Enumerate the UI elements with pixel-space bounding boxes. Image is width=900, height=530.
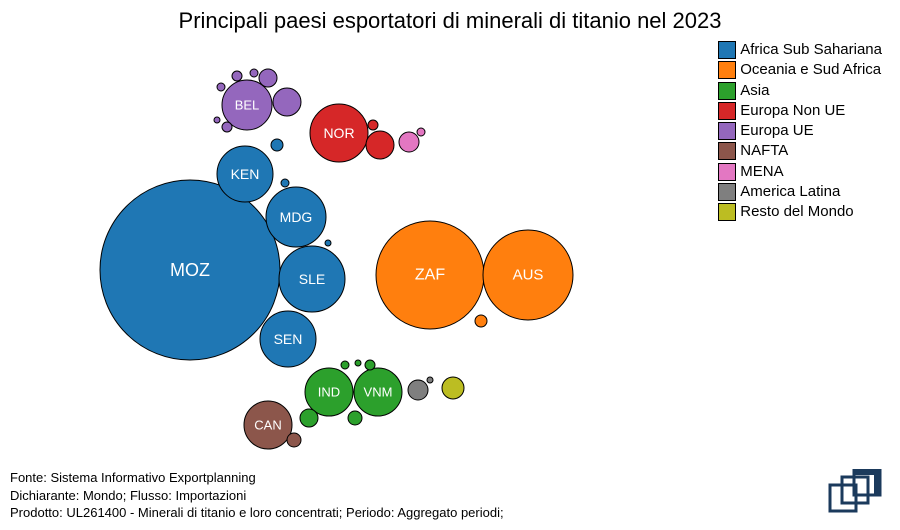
bubble-label-NOR: NOR xyxy=(323,125,354,141)
bubble-as_s4 xyxy=(341,361,349,369)
bubble-label-MOZ: MOZ xyxy=(170,260,210,280)
legend-swatch xyxy=(718,41,736,59)
legend-label: MENA xyxy=(740,162,783,182)
legend-label: Resto del Mondo xyxy=(740,202,853,222)
legend-item: Resto del Mondo xyxy=(718,202,882,222)
legend-swatch xyxy=(718,61,736,79)
bubble-label-VNM: VNM xyxy=(364,385,393,400)
legend-swatch xyxy=(718,183,736,201)
legend-swatch xyxy=(718,163,736,181)
bubble-label-MDG: MDG xyxy=(280,209,313,225)
footer-line-2: Dichiarante: Mondo; Flusso: Importazioni xyxy=(10,487,504,505)
legend-label: America Latina xyxy=(740,182,840,202)
bubble-label-SEN: SEN xyxy=(274,331,303,347)
legend-swatch xyxy=(718,82,736,100)
legend-label: Asia xyxy=(740,81,769,101)
legend: Africa Sub SaharianaOceania e Sud Africa… xyxy=(718,40,882,222)
bubble-me_s2 xyxy=(417,128,425,136)
legend-item: Oceania e Sud Africa xyxy=(718,60,882,80)
bubble-af_s2 xyxy=(281,179,289,187)
bubble-as_s2 xyxy=(348,411,362,425)
bubble-eu_s1 xyxy=(273,88,301,116)
legend-label: Oceania e Sud Africa xyxy=(740,60,881,80)
legend-swatch xyxy=(718,203,736,221)
legend-item: Asia xyxy=(718,81,882,101)
legend-swatch xyxy=(718,102,736,120)
bubble-me_s1 xyxy=(399,132,419,152)
chart-title: Principali paesi esportatori di minerali… xyxy=(0,0,900,34)
legend-item: NAFTA xyxy=(718,141,882,161)
bubble-eu_s5 xyxy=(250,69,258,77)
bubble-label-CAN: CAN xyxy=(254,418,281,433)
legend-label: NAFTA xyxy=(740,141,788,161)
bubble-eu_s6 xyxy=(217,83,225,91)
bubble-eu_s2 xyxy=(259,69,277,87)
bubble-en_s1 xyxy=(366,131,394,159)
bubble-oc_s1 xyxy=(475,315,487,327)
legend-item: Europa UE xyxy=(718,121,882,141)
legend-swatch xyxy=(718,142,736,160)
bubble-label-SLE: SLE xyxy=(299,271,325,287)
legend-item: America Latina xyxy=(718,182,882,202)
bubble-label-ZAF: ZAF xyxy=(415,267,445,284)
legend-item: MENA xyxy=(718,162,882,182)
legend-label: Africa Sub Sahariana xyxy=(740,40,882,60)
bubble-label-IND: IND xyxy=(318,385,340,400)
bubble-en_s2 xyxy=(368,120,378,130)
bubble-as_s3 xyxy=(365,360,375,370)
bubble-af_s1 xyxy=(271,139,283,151)
bubble-rm_s1 xyxy=(442,377,464,399)
footer: Fonte: Sistema Informativo Exportplannin… xyxy=(10,469,504,522)
legend-swatch xyxy=(718,122,736,140)
bubble-eu_s7 xyxy=(214,117,220,123)
legend-item: Europa Non UE xyxy=(718,101,882,121)
bubble-al_s1 xyxy=(408,380,428,400)
bubble-al_s2 xyxy=(427,377,433,383)
bubble-label-BEL: BEL xyxy=(235,98,260,113)
bubble-as_s5 xyxy=(355,360,361,366)
bubble-na_s1 xyxy=(287,433,301,447)
logo-icon xyxy=(828,469,884,518)
legend-label: Europa UE xyxy=(740,121,813,141)
footer-line-1: Fonte: Sistema Informativo Exportplannin… xyxy=(10,469,504,487)
bubble-label-KEN: KEN xyxy=(231,166,260,182)
bubble-label-AUS: AUS xyxy=(513,267,544,284)
bubble-eu_s4 xyxy=(232,71,242,81)
bubble-as_s1 xyxy=(300,409,318,427)
footer-line-3: Prodotto: UL261400 - Minerali di titanio… xyxy=(10,504,504,522)
bubble-eu_s3 xyxy=(222,122,232,132)
legend-label: Europa Non UE xyxy=(740,101,845,121)
legend-item: Africa Sub Sahariana xyxy=(718,40,882,60)
bubble-af_s3 xyxy=(325,240,331,246)
